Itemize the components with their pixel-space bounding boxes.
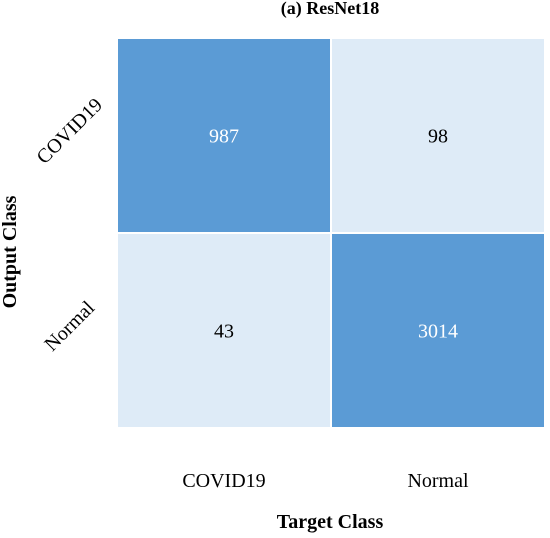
matrix-cells: 987 98 43 3014 <box>116 37 546 429</box>
y-tick-label: COVID19 <box>33 94 107 168</box>
x-tick-label: Normal <box>407 470 469 492</box>
chart-title: (a) ResNet18 <box>281 0 379 19</box>
cell-value-label: 43 <box>214 321 234 343</box>
x-axis-label: Target Class <box>277 511 384 533</box>
cell-value-label: 3014 <box>418 321 458 343</box>
y-tick-label: Normal <box>40 297 99 356</box>
matrix-cell <box>116 232 332 429</box>
cell-value-label: 98 <box>428 126 448 148</box>
y-axis-label: Output Class <box>0 195 21 308</box>
matrix-cell <box>330 232 546 429</box>
cell-value-label: 987 <box>209 126 239 148</box>
x-tick-label: COVID19 <box>182 470 265 492</box>
y-tick-labels: COVID19 Normal <box>33 94 107 356</box>
matrix-cell <box>116 37 332 234</box>
x-tick-labels: COVID19 Normal <box>182 470 469 492</box>
matrix-cell <box>330 37 546 234</box>
